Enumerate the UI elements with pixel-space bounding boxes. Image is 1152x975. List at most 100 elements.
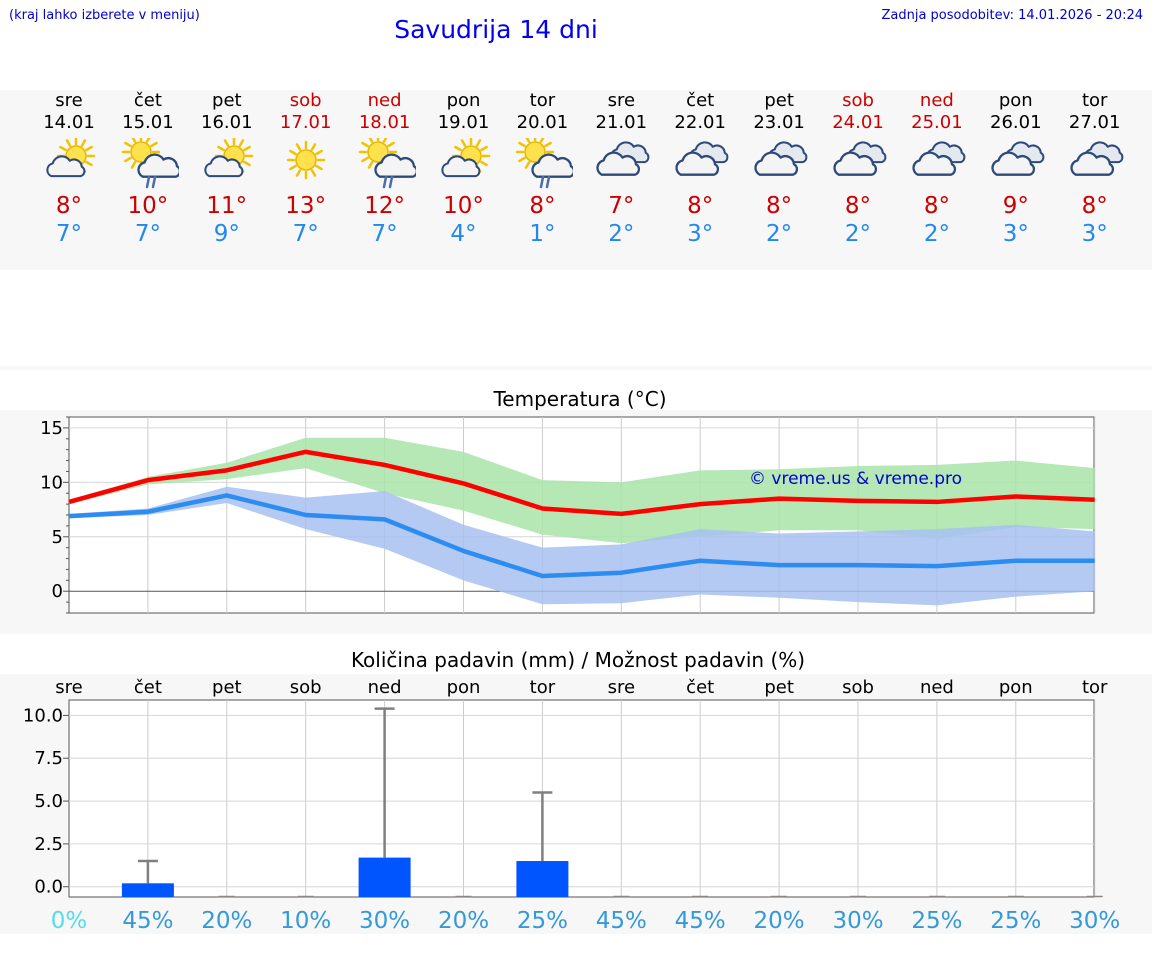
sun-disc: [524, 141, 547, 163]
x-day-label: sre: [55, 677, 82, 698]
cloudy-icon: [675, 141, 729, 176]
sun-ray: [295, 143, 301, 151]
temp-max: 9°: [1002, 193, 1029, 219]
precip-probability: 20%: [438, 908, 489, 934]
cloud-outline: [991, 151, 1035, 176]
min-temp-line: [68, 493, 1095, 579]
cloud-outline: [373, 153, 416, 178]
day-name: sob: [289, 90, 322, 111]
precip-bar: [516, 861, 569, 897]
day-name: pet: [764, 90, 794, 111]
sun-ray: [124, 156, 132, 163]
sun-ray: [360, 156, 369, 163]
day-date: 20.01: [516, 112, 569, 133]
day-column: sob 17.01 13° 7°: [266, 90, 346, 248]
sun-ray: [80, 139, 87, 147]
sun-ray: [85, 160, 93, 167]
x-day-label: pet: [212, 677, 242, 698]
temp-min: 2°: [608, 221, 635, 247]
temp-max: 8°: [687, 193, 714, 219]
sun-ray: [314, 164, 323, 171]
cloudy-icon: [596, 141, 650, 176]
sun-disc: [294, 149, 317, 171]
x-day-label: sob: [290, 677, 322, 698]
temp-chart-panel: 0 5 10 15 © vreme.us & vreme.pro: [0, 410, 1152, 634]
precip-probability: 10%: [280, 908, 331, 934]
x-day-label: sob: [842, 677, 874, 698]
cloud-shape: [991, 151, 1035, 176]
page-title: Savudrija 14 dni: [394, 15, 598, 44]
y-tick-label: 7.5: [34, 748, 63, 769]
day-date: 26.01: [990, 112, 1042, 133]
sun-ray: [479, 145, 488, 152]
day-date: 27.01: [1068, 112, 1121, 133]
day-name: pon: [446, 90, 481, 111]
precip-probability: 30%: [832, 908, 883, 934]
max-temp-line: [68, 449, 1095, 517]
y-tick-label: 10.0: [23, 705, 63, 726]
sun-ray: [288, 149, 297, 156]
sun-cloud-rain-icon: [516, 138, 574, 189]
precip-chart-title-wrap: Količina padavin (mm) / Možnost padavin …: [0, 648, 1152, 672]
precip-probability: 0%: [51, 908, 88, 934]
temp-min: 3°: [1002, 221, 1029, 247]
day-date: 23.01: [753, 112, 805, 133]
precip-probability: 20%: [754, 908, 805, 934]
y-tick-label: 10: [40, 472, 63, 493]
temp-min: 2°: [923, 221, 950, 247]
precip-probability: 25%: [517, 908, 568, 934]
temp-max: 8°: [844, 193, 872, 219]
temp-min: 9°: [213, 221, 240, 247]
temp-max: 7°: [608, 193, 635, 219]
rain-drop: [151, 175, 157, 189]
sun-ray: [145, 138, 151, 143]
cloudy-icon: [991, 141, 1045, 176]
sun-ray: [223, 139, 230, 147]
day-column: čet 15.01 10° 7°: [108, 90, 188, 248]
sun-ray: [242, 160, 251, 167]
temp-max: 8°: [55, 193, 83, 219]
cloudy-icon: [833, 141, 887, 176]
cloud-outline: [754, 151, 799, 176]
day-date: 14.01: [43, 112, 95, 133]
cloud-shape: [531, 153, 574, 178]
x-day-label: ned: [368, 677, 402, 698]
y-tick-label: 5.0: [34, 791, 63, 812]
cloud-shape: [754, 151, 799, 176]
day-column: pet 16.01 11° 9°: [187, 90, 267, 248]
temp-max: 8°: [1081, 193, 1108, 219]
precip-bar: [358, 857, 411, 897]
separator: [0, 366, 1152, 370]
day-date: 22.01: [674, 112, 726, 133]
location-hint: (kraj lahko izberete v meniju): [9, 8, 200, 23]
sun-ray: [288, 164, 297, 171]
x-day-label: ned: [920, 677, 954, 698]
cloud-outline: [912, 151, 956, 176]
sun-ray: [460, 139, 466, 147]
precip-bar: [121, 883, 174, 897]
precip-probability: 20%: [201, 908, 252, 934]
sun-ray: [130, 161, 137, 169]
cloud-outline: [833, 151, 878, 176]
cloud-shape: [912, 151, 956, 176]
sun-shape: [286, 140, 325, 180]
cloud-shape: [833, 151, 878, 176]
sun-ray: [386, 141, 395, 148]
day-column: pon 19.01 10° 4°: [424, 90, 504, 248]
temp-min: 7°: [371, 221, 398, 247]
max-range-band: [69, 437, 1095, 544]
temp-max: 10°: [127, 193, 169, 219]
temp-max: 11°: [206, 193, 248, 219]
precip-chart: sre čet pet sob ned pon tor sre čet pet sob ned pon t…: [23, 677, 1120, 934]
day-date: 25.01: [911, 112, 963, 133]
sun-ray: [479, 160, 488, 167]
cloud-shape: [137, 153, 179, 178]
day-column: tor 27.01 8° 3°: [1055, 90, 1135, 248]
precip-chart-panel: sre čet pet sob ned pon tor sre čet pet sob ned pon t…: [0, 674, 1152, 934]
temp-min: 7°: [55, 221, 83, 247]
day-column: ned 25.01 8° 2°: [897, 90, 977, 248]
day-column: sob 24.01 8° 2°: [818, 90, 898, 248]
forecast-strip: sre 14.01 8° 7° čet 15.01 10° 7° pet 16.01 11° 9° so…: [0, 90, 1152, 270]
precip-chart-title: Količina padavin (mm) / Možnost padavin …: [350, 648, 806, 672]
cloud-outline: [204, 155, 244, 178]
